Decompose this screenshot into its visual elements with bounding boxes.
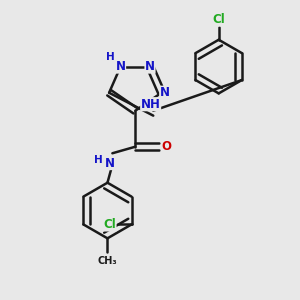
- Text: Cl: Cl: [212, 13, 225, 26]
- Text: CH₃: CH₃: [98, 256, 117, 266]
- Text: N: N: [145, 60, 155, 73]
- Text: O: O: [161, 140, 171, 153]
- Text: N: N: [160, 86, 170, 99]
- Text: H: H: [106, 52, 115, 62]
- Text: N: N: [116, 60, 126, 73]
- Text: H: H: [94, 155, 103, 165]
- Text: NH: NH: [141, 98, 160, 111]
- Text: Cl: Cl: [103, 218, 116, 231]
- Text: N: N: [105, 157, 115, 169]
